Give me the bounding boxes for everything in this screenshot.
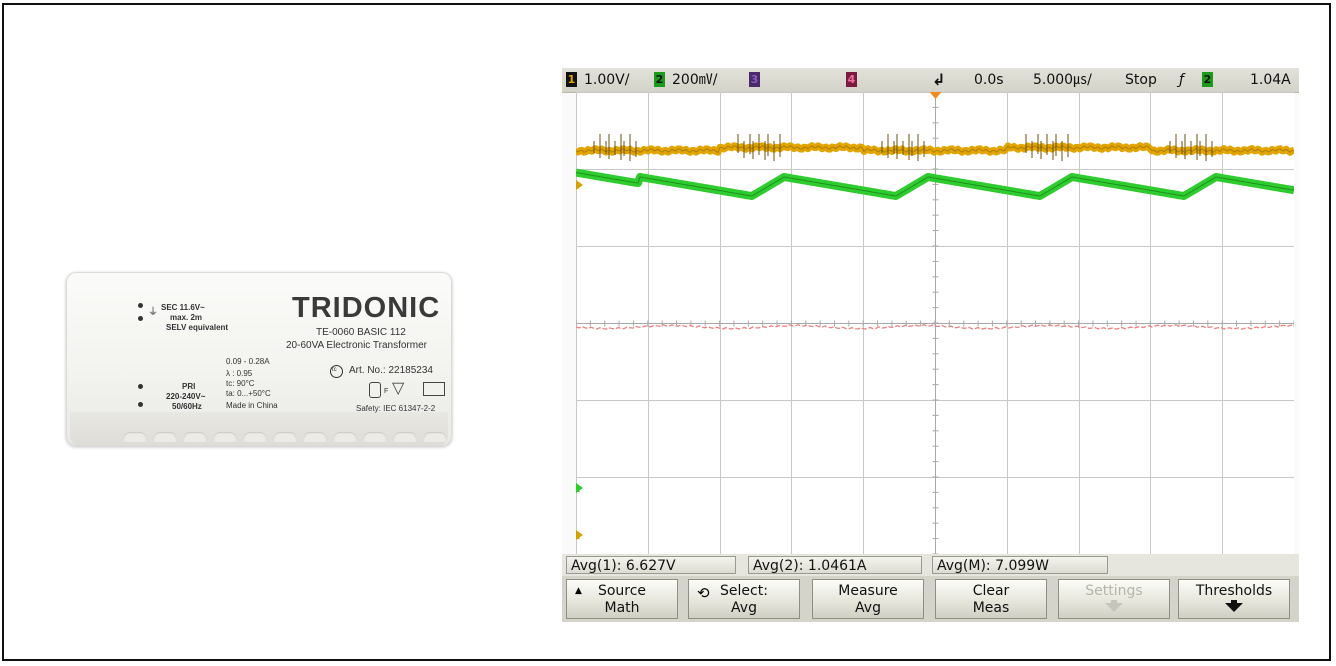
- f-mark-icon: F: [384, 388, 389, 395]
- thresholds-softkey[interactable]: Thresholds: [1178, 579, 1290, 619]
- tc-mark: tc: [332, 367, 337, 373]
- softkey-label: Source: [597, 583, 647, 599]
- brand-logo: TRIDONIC: [292, 292, 441, 324]
- model-number: TE-0060 BASIC 112: [316, 327, 406, 338]
- ch1-indicator[interactable]: 1: [566, 72, 577, 87]
- tc-circle-icon: [330, 365, 343, 378]
- softkey-value: Avg: [731, 600, 757, 616]
- up-arrow-icon: ▲: [575, 586, 582, 596]
- run-state: Stop: [1125, 72, 1157, 88]
- device-vents: [124, 432, 484, 444]
- origin-label: Made in China: [226, 401, 278, 410]
- source-math-softkey[interactable]: ▲ Source Math: [566, 579, 678, 619]
- time-offset: 0.0s: [974, 72, 1004, 88]
- safety-transformer-icon: [369, 382, 381, 398]
- softkey-bar: ▲ Source Math ⟲ Select: Avg Measure Avg …: [562, 576, 1299, 622]
- softkey-value: Avg: [855, 600, 881, 616]
- safety-standard: Safety: IEC 61347-2-2: [356, 404, 436, 413]
- trigger-time-marker: [929, 92, 942, 99]
- softkey-value: Meas: [972, 600, 1010, 616]
- ch2-scale: 200㎷/: [672, 72, 718, 88]
- settings-softkey[interactable]: Settings: [1058, 579, 1170, 619]
- softkey-label: Clear: [972, 583, 1010, 599]
- trigger-edge-icon: ƒ: [1179, 72, 1184, 88]
- article-number: Art. No.: 22185234: [349, 365, 433, 376]
- ch2-ground-marker: [576, 483, 583, 493]
- rotate-knob-icon: ⟲: [697, 584, 710, 602]
- ground-symbol-icon: ⏚: [148, 307, 158, 318]
- power-factor: λ : 0.95: [226, 369, 253, 378]
- measure-avg-softkey[interactable]: Measure Avg: [812, 579, 924, 619]
- pri-frequency: 50/60Hz: [172, 402, 202, 411]
- down-arrow-icon: [1111, 600, 1117, 604]
- ch1-scale: 1.00V/: [584, 72, 630, 88]
- softkey-label: Measure: [838, 583, 898, 599]
- clear-meas-softkey[interactable]: Clear Meas: [935, 579, 1047, 619]
- ch2-ground-marker-label: 2: [576, 485, 581, 495]
- ch2-current-trace-edge: [576, 172, 1294, 197]
- ch1-ground-marker: [576, 180, 583, 190]
- softkey-label: Settings: [1085, 583, 1143, 599]
- ch4-indicator[interactable]: 4: [846, 72, 857, 87]
- device-description: 20-60VA Electronic Transformer: [286, 340, 427, 351]
- trigger-level: 1.04A: [1250, 72, 1291, 88]
- ch2-indicator[interactable]: 2: [654, 72, 665, 87]
- measurement-avg-ch1: Avg(1): 6.627V: [566, 556, 736, 574]
- oscilloscope-screen: 1 1.00V/ 2 200㎷/ 3 4 ↲ 0.0s 5.000㎲/ Stop…: [562, 68, 1299, 622]
- math-ground-marker: [576, 530, 583, 540]
- scope-status-bar: 1 1.00V/ 2 200㎷/ 3 4 ↲ 0.0s 5.000㎲/ Stop…: [562, 68, 1299, 93]
- measurement-avg-ch2: Avg(2): 1.0461A: [748, 556, 922, 574]
- waveform-grid: T 2 1: [576, 92, 1294, 554]
- pri-label: PRI: [182, 382, 196, 391]
- softkey-label: Thresholds: [1195, 583, 1273, 599]
- figure-frame: ⏚ SEC 11.6V~ max. 2m SELV equivalent TRI…: [2, 3, 1331, 661]
- measurement-avg-math: Avg(M): 7.099W: [932, 556, 1108, 574]
- select-avg-softkey[interactable]: ⟲ Select: Avg: [688, 579, 800, 619]
- current-rating: 0.09 - 0.28A: [226, 357, 270, 366]
- mounting-symbol-icon: [423, 382, 445, 396]
- sec-cable-length: max. 2m: [170, 313, 203, 322]
- sec-rating: SEC 11.6V~: [161, 303, 205, 312]
- vde-triangle-icon: ▽: [392, 380, 405, 397]
- case-temperature: tc: 90°C: [226, 379, 255, 388]
- softkey-label: Select:: [720, 583, 768, 599]
- pri-voltage: 220-240V~: [166, 392, 206, 401]
- time-scale: 5.000㎲/: [1033, 72, 1092, 88]
- transformer-device: ⏚ SEC 11.6V~ max. 2m SELV equivalent TRI…: [66, 272, 452, 446]
- pri-terminal-dot: [138, 402, 143, 407]
- measurement-bar: Avg(1): 6.627V Avg(2): 1.0461A Avg(M): 7…: [562, 554, 1299, 576]
- ch1-voltage-trace-core: [576, 145, 1294, 153]
- math-ground-marker-label: 1: [576, 532, 581, 542]
- waveform-display: T 2 1: [576, 92, 1294, 554]
- ch3-indicator[interactable]: 3: [749, 72, 760, 87]
- ambient-temperature: ta: 0...+50°C: [226, 389, 271, 398]
- trigger-channel-indicator[interactable]: 2: [1202, 72, 1213, 87]
- sec-terminal-dot: [138, 303, 143, 308]
- selv-label: SELV equivalent: [166, 323, 229, 332]
- pri-terminal-dot: [138, 384, 143, 389]
- trigger-position-icon: ↲: [932, 70, 946, 89]
- ch1-ground-marker-label: T: [576, 182, 581, 192]
- sec-terminal-dot: [138, 316, 143, 321]
- down-arrow-icon: [1231, 600, 1237, 604]
- softkey-value: Math: [604, 600, 640, 616]
